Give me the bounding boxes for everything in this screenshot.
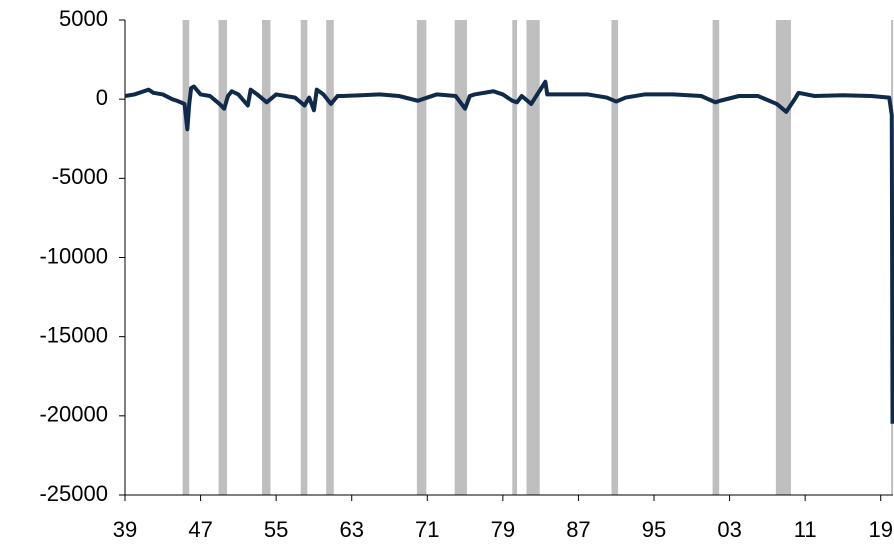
- recession-band: [261, 20, 271, 495]
- y-tick-label: 0: [96, 85, 108, 110]
- recession-band: [611, 20, 619, 495]
- x-tick-label: 39: [113, 517, 137, 542]
- recession-band: [182, 20, 190, 495]
- x-tick-label: 47: [188, 517, 212, 542]
- recession-band: [526, 20, 540, 495]
- x-tick-label: 63: [339, 517, 363, 542]
- y-tick-label: 5000: [59, 6, 108, 31]
- recession-band: [416, 20, 427, 495]
- x-tick-label: 71: [415, 517, 439, 542]
- x-tick-label: 03: [717, 517, 741, 542]
- y-tick-label: -10000: [39, 243, 108, 268]
- y-tick-label: -5000: [52, 164, 108, 189]
- x-tick-label: 95: [642, 517, 666, 542]
- x-tick-label: 87: [566, 517, 590, 542]
- recession-band: [775, 20, 791, 495]
- recession-band: [326, 20, 334, 495]
- data-line: [124, 79, 894, 424]
- recession-band: [512, 20, 518, 495]
- recession-band: [712, 20, 720, 495]
- x-tick-label: 19: [868, 517, 892, 542]
- y-tick-label: -15000: [39, 322, 108, 347]
- recession-band: [454, 20, 467, 495]
- x-tick-label: 79: [491, 517, 515, 542]
- y-tick-label: -20000: [39, 402, 108, 427]
- x-tick-label: 11: [794, 517, 817, 542]
- y-tick-label: -25000: [39, 481, 108, 506]
- x-tick-label: 55: [264, 517, 288, 542]
- recession-band: [218, 20, 228, 495]
- recession-band: [300, 20, 308, 495]
